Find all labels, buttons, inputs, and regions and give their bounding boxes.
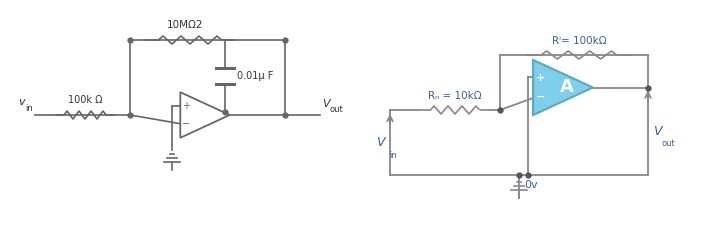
Text: out: out [661,139,675,148]
Text: 0.01μ F: 0.01μ F [237,71,274,81]
Text: 10MΩ2: 10MΩ2 [167,20,203,30]
Text: V: V [377,136,385,149]
Text: +: + [536,73,545,83]
Text: V: V [322,99,330,109]
Polygon shape [533,60,593,115]
Text: 100k Ω: 100k Ω [68,95,102,105]
Text: A: A [560,79,574,97]
Text: in: in [389,151,397,160]
Text: +: + [182,101,190,111]
Text: 0v: 0v [524,180,538,190]
Text: Rₙ = 10kΩ: Rₙ = 10kΩ [428,91,482,101]
Text: v: v [18,97,24,107]
Text: out: out [330,105,343,114]
Text: V: V [653,125,662,138]
Text: −: − [536,92,545,102]
Text: Rⁱ= 100kΩ: Rⁱ= 100kΩ [552,36,606,46]
Text: −: − [182,119,190,129]
Text: in: in [25,104,32,113]
Polygon shape [180,92,230,138]
